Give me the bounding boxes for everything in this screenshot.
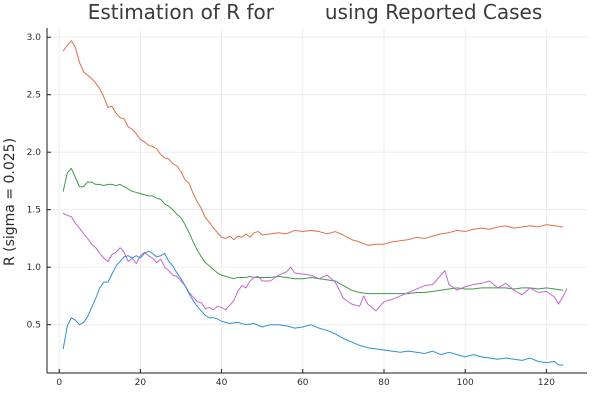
tick-layer: 0 20 40 60 80 100 120 0.5 1.0 1.5 2.0 2.5 3.0 (27, 33, 556, 388)
x-tick-label: 0 (56, 378, 62, 388)
y-tick-label: 1.5 (27, 206, 41, 216)
y-tick-label: 2.5 (27, 91, 41, 101)
y-tick-label: 1.0 (27, 263, 42, 273)
x-tick-label: 120 (538, 378, 555, 388)
y-tick-label: 0.5 (27, 321, 41, 331)
y-axis-label: R (sigma = 0.025) (2, 138, 18, 266)
axis-layer (46, 28, 587, 374)
x-tick-label: 20 (135, 378, 147, 388)
chart-title: Estimation of R for using Reported Cases (88, 0, 543, 24)
x-tick-label: 60 (297, 378, 309, 388)
x-tick-label: 40 (216, 378, 228, 388)
x-tick-label: 100 (457, 378, 474, 388)
series-layer (62, 40, 568, 366)
grid-layer (47, 28, 587, 373)
y-tick-label: 3.0 (27, 33, 42, 43)
series-line-1 (62, 40, 564, 246)
series-line-4 (62, 250, 564, 366)
y-tick-label: 2.0 (27, 148, 42, 158)
series-line-2 (62, 167, 564, 295)
series-line-3 (62, 212, 568, 312)
x-tick-label: 80 (378, 378, 390, 388)
